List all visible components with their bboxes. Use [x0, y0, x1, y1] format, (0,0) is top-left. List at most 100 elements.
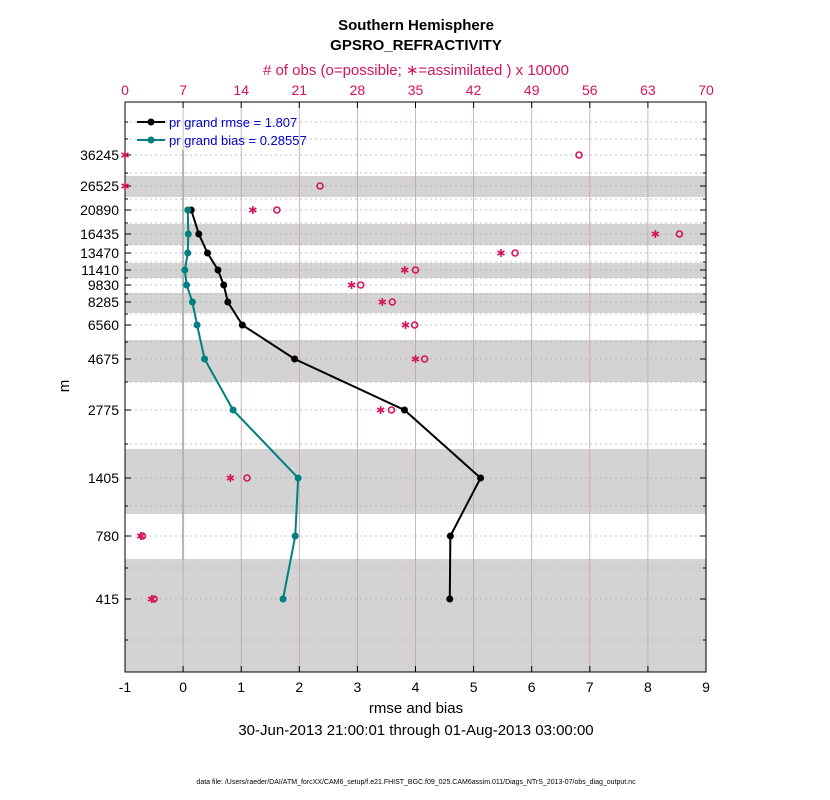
obs-assimilated-marker: [226, 474, 235, 482]
series-lines: [181, 206, 485, 603]
rmse-point: [446, 595, 454, 603]
level-label-780: 780: [96, 528, 120, 544]
obs-possible-marker: [575, 151, 583, 159]
x-tick-label: 4: [412, 679, 420, 695]
bias-point: [229, 406, 237, 414]
rmse-point: [238, 321, 246, 329]
x-tick-label: -1: [119, 679, 132, 695]
level-label-4675: 4675: [88, 351, 119, 367]
obs-possible-marker: [243, 474, 251, 482]
top-tick-label: 42: [466, 82, 482, 98]
x-tick-label: 8: [644, 679, 652, 695]
obs-assimilated-marker: [121, 151, 129, 159]
level-label-8285: 8285: [88, 294, 119, 310]
legend-rmse-label: pr grand rmse = 1.807: [169, 115, 297, 130]
rmse-point: [477, 474, 485, 482]
rmse-point: [214, 266, 222, 274]
top-tick-label: 63: [640, 82, 656, 98]
bias-point: [201, 355, 209, 363]
obs-possible-marker: [316, 182, 324, 190]
rmse-point: [224, 298, 232, 306]
legend: pr grand rmse = 1.807 pr grand bias = 0.…: [137, 115, 307, 148]
bottom-axis-tick-labels: -1 0 1 2 3 4 5 6 7 8 9: [119, 679, 710, 695]
level-label-13470: 13470: [80, 245, 119, 261]
x-axis-label: rmse and bias: [369, 700, 463, 717]
rmse-point: [400, 406, 408, 414]
level-label-20890: 20890: [80, 202, 119, 218]
top-axis-tick-labels: 0 7 14 21 28 35 42 49 56 63 70: [121, 82, 714, 98]
date-range: 30-Jun-2013 21:00:01 through 01-Aug-2013…: [238, 722, 593, 739]
vertical-grid: [182, 102, 649, 672]
bias-point: [294, 474, 302, 482]
obs-assimilated-marker: [376, 406, 385, 414]
obs-possible-marker: [420, 355, 429, 363]
bias-point: [183, 281, 191, 289]
top-tick-label: 28: [350, 82, 366, 98]
level-label-1405: 1405: [88, 470, 119, 486]
level-label-2775: 2775: [88, 402, 119, 418]
x-tick-label: 2: [295, 679, 303, 695]
rmse-point: [220, 281, 228, 289]
x-tick-label: 0: [179, 679, 187, 695]
rmse-point: [204, 249, 212, 257]
top-tick-label: 14: [233, 82, 249, 98]
top-tick-label: 0: [121, 82, 129, 98]
bias-point: [184, 249, 192, 257]
obs-assimilated-marker: [347, 281, 356, 289]
chart-subtitle: GPSRO_REFRACTIVITY: [330, 37, 502, 54]
top-axis-label: # of obs (o=possible; ∗=assimilated ) x …: [263, 62, 569, 79]
obs-possible-marker: [273, 206, 281, 214]
obs-possible-marker: [388, 298, 397, 306]
bias-point: [188, 298, 196, 306]
obs-assimilated-marker: [121, 182, 129, 190]
x-tick-label: 6: [528, 679, 536, 695]
legend-bias-label: pr grand bias = 0.28557: [169, 133, 307, 148]
legend-bias-marker: [147, 136, 155, 144]
obs-possible-marker: [411, 266, 420, 274]
axis-ticks: [124, 102, 707, 672]
level-label-11410: 11410: [81, 262, 119, 278]
level-label-16435: 16435: [80, 226, 119, 242]
top-tick-label: 56: [582, 82, 598, 98]
legend-rmse-marker: [147, 118, 155, 126]
level-label-415: 415: [96, 591, 120, 607]
obs-assimilated-marker: [401, 321, 410, 329]
bias-point: [193, 321, 201, 329]
top-tick-label: 70: [698, 82, 714, 98]
obs-possible-marker: [410, 321, 419, 329]
level-label-36245: 36245: [80, 147, 119, 163]
obs-possible-marker: [675, 230, 684, 238]
level-label-6560: 6560: [88, 317, 119, 333]
x-tick-label: 3: [354, 679, 362, 695]
bias-point: [279, 595, 287, 603]
bias-point: [184, 230, 192, 238]
obs-possible-marker: [387, 406, 396, 414]
horizontal-grid: [125, 121, 706, 641]
obs-assimilated-marker: [411, 355, 420, 363]
obs-assimilated-marker: [378, 298, 387, 306]
top-tick-label: 35: [408, 82, 424, 98]
obs-assimilated-marker: [147, 595, 156, 603]
bias-point: [181, 266, 189, 274]
x-tick-label: 7: [586, 679, 594, 695]
obs-assimilated-marker: [651, 230, 660, 238]
rmse-point: [291, 355, 299, 363]
obs-assimilated-marker: [248, 206, 257, 214]
obs-markers: [121, 151, 684, 603]
top-tick-label: 21: [292, 82, 308, 98]
bias-point: [291, 532, 299, 540]
chart-title: Southern Hemisphere: [338, 17, 494, 34]
footer-filename: data file: /Users/raeder/DAI/ATM_forcXX/…: [196, 779, 636, 786]
level-label-9830: 9830: [88, 277, 119, 293]
top-tick-label: 7: [179, 82, 187, 98]
top-tick-label: 49: [524, 82, 540, 98]
rmse-point: [446, 532, 454, 540]
x-tick-label: 5: [470, 679, 478, 695]
obs-possible-marker: [511, 249, 519, 257]
x-tick-label: 1: [237, 679, 245, 695]
y-axis-label: m: [56, 380, 73, 393]
rmse-point: [195, 230, 203, 238]
level-label-26525: 26525: [80, 178, 119, 194]
